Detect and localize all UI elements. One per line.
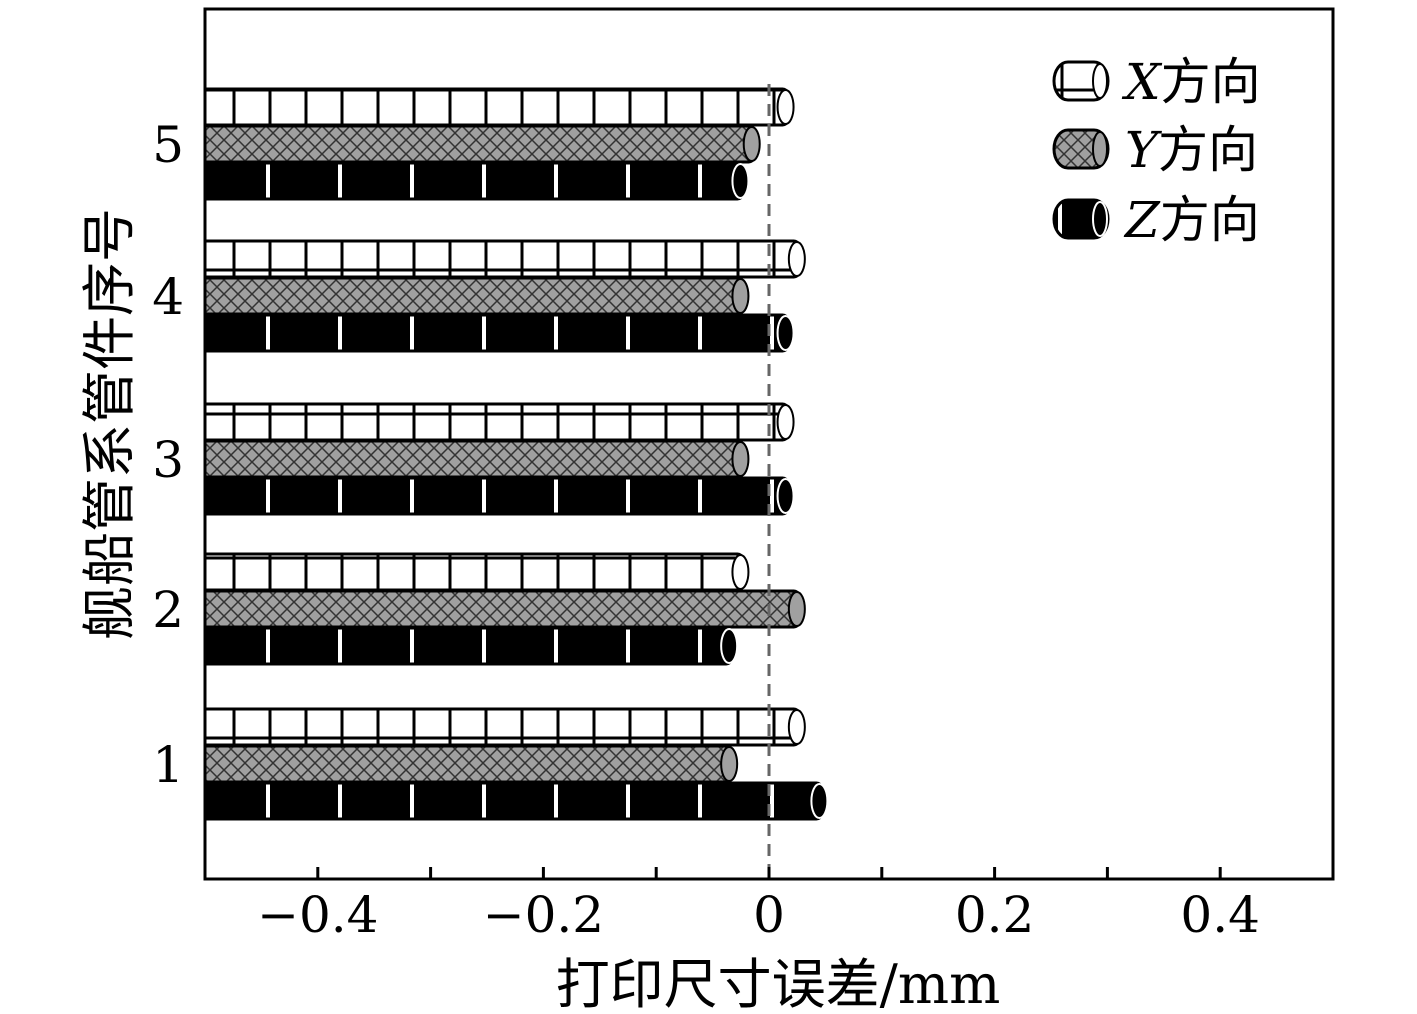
y-tick-label: 2 [152,581,184,639]
y-tick-label: 1 [152,736,184,794]
bar-Z方向-3 [205,476,795,516]
legend-item-Z方向: Z方向 [1052,191,1260,249]
legend-item-Y方向: Y方向 [1052,121,1258,179]
bar-Y方向-2 [205,589,806,629]
legend-item-X方向: X方向 [1052,53,1261,111]
legend-label: X方向 [1121,53,1261,111]
legend-label: Z方向 [1123,191,1260,249]
y-tick-label: 4 [152,268,184,326]
bar-X方向-2 [205,552,750,592]
y-tick-label: 3 [152,431,184,489]
bars-layer [205,87,829,821]
x-tick-label: 0.4 [1180,886,1260,944]
bar-Z方向-4 [205,313,795,353]
bar-Z方向-1 [205,781,829,821]
bar-Y方向-1 [205,744,739,784]
x-axis-ticks: −0.4 −0.2 0 0.2 0.4 [203,867,1335,944]
bar-X方向-1 [205,707,806,747]
x-tick-label: −0.2 [483,886,604,944]
legend: X方向 Y方向 Z方向 [1052,53,1261,249]
bar-Y方向-4 [205,276,750,316]
bar-Z方向-2 [205,626,739,666]
bar-Z方向-5 [205,161,750,201]
y-axis-title: 舰船管系管件序号 [78,208,141,640]
bar-Y方向-5 [205,124,761,164]
x-axis-title: 打印尺寸误差/mm [556,953,1001,1014]
bar-Y方向-3 [205,439,750,479]
bar-X方向-5 [205,87,795,127]
y-tick-label: 5 [152,116,184,174]
bar-X方向-4 [205,239,806,279]
x-tick-label: −0.4 [257,886,378,944]
x-tick-label: 0.2 [955,886,1035,944]
x-tick-label: 0 [753,886,785,944]
y-axis-labels: 1 2 3 4 5 [152,116,184,794]
legend-label: Y方向 [1125,121,1258,179]
bar-X方向-3 [205,402,795,442]
